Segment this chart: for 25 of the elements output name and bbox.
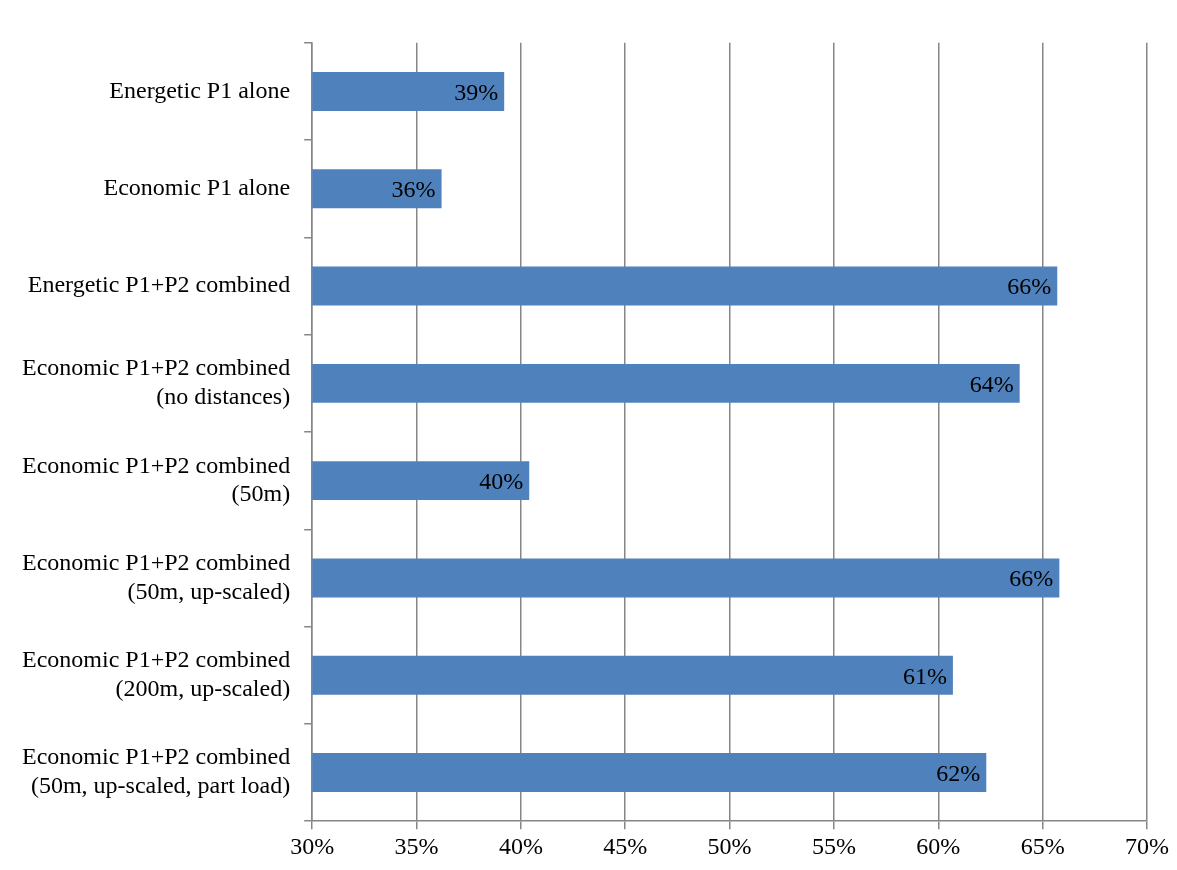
x-tick-label: 70%: [1125, 832, 1169, 859]
x-tick-label: 35%: [394, 832, 439, 859]
data-label: 36%: [391, 176, 436, 203]
y-tick-label: Economic P1 alone: [103, 174, 291, 201]
y-tick-label: Economic P1+P2 combined (200m, up-scaled): [22, 646, 291, 701]
data-label: 66%: [1009, 565, 1054, 592]
x-tick-label: 45%: [603, 832, 648, 859]
data-label: 40%: [479, 467, 524, 494]
x-tick-label: 30%: [290, 832, 335, 859]
data-label: 61%: [902, 662, 947, 689]
data-label: 62%: [936, 759, 981, 786]
data-label: 39%: [454, 78, 499, 105]
x-tick-label: 40%: [498, 832, 543, 859]
data-label: 66%: [1007, 273, 1052, 300]
y-tick-label: Economic P1+P2 combined (50m, up-scaled): [22, 548, 291, 604]
y-tick-label: Energetic P1+P2 combined: [27, 271, 291, 298]
y-tick-label: Economic P1+P2 combined (no distances): [22, 354, 291, 410]
x-tick-label: 60%: [916, 832, 961, 859]
y-tick-label: Energetic P1 alone: [109, 76, 291, 103]
y-tick-label: Economic P1+P2 combined (50m, up-scaled, part load): [22, 743, 291, 799]
data-label: 64%: [969, 370, 1014, 397]
x-tick-label: 65%: [1020, 832, 1065, 859]
y-tick-label: Economic P1+P2 combined (50m): [22, 451, 291, 507]
x-tick-label: 55%: [811, 832, 856, 859]
x-tick-label: 50%: [707, 832, 752, 859]
